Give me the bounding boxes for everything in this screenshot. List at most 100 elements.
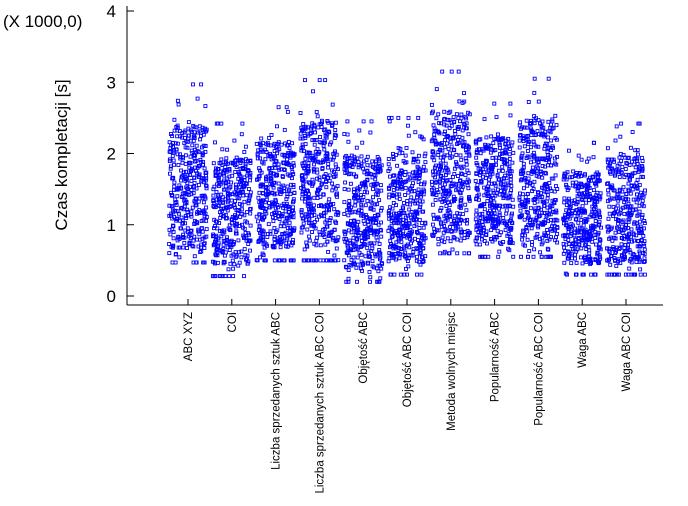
data-point	[389, 230, 394, 235]
data-point	[399, 240, 404, 245]
data-point	[359, 208, 364, 213]
data-point	[562, 196, 567, 201]
data-point	[442, 109, 447, 114]
data-point	[411, 181, 415, 186]
data-point	[285, 226, 290, 231]
data-point	[639, 237, 644, 242]
data-point	[642, 259, 647, 264]
data-point	[622, 155, 627, 160]
data-point	[355, 279, 359, 284]
data-point	[317, 160, 322, 165]
data-point	[271, 154, 276, 159]
data-point	[220, 214, 225, 219]
data-point	[394, 214, 399, 219]
data-point	[500, 164, 505, 169]
data-point	[184, 200, 189, 204]
data-point	[202, 214, 207, 219]
y-tick-label: 1	[107, 216, 116, 235]
data-point	[573, 256, 577, 261]
data-point	[352, 243, 357, 248]
data-point	[229, 221, 234, 226]
data-point	[445, 141, 450, 146]
data-point	[412, 224, 417, 229]
data-point	[260, 202, 265, 207]
data-point	[214, 190, 219, 194]
data-point	[375, 181, 380, 186]
x-tick-label: Popularność ABC	[490, 312, 502, 402]
data-point	[564, 223, 569, 228]
data-point	[342, 187, 347, 192]
data-point	[248, 207, 252, 212]
data-point	[182, 135, 187, 140]
data-point	[237, 260, 242, 265]
data-point	[501, 196, 506, 201]
data-point	[287, 220, 292, 225]
data-point	[172, 128, 177, 133]
data-point	[452, 214, 457, 219]
data-point	[569, 251, 574, 256]
data-point	[290, 141, 295, 146]
data-point	[303, 125, 308, 130]
data-point	[486, 168, 491, 173]
data-point	[545, 210, 550, 215]
data-point	[270, 200, 275, 205]
data-point	[531, 150, 536, 155]
data-point	[605, 246, 610, 251]
data-point	[216, 121, 220, 126]
data-point	[395, 183, 400, 188]
data-point	[478, 170, 482, 175]
data-point	[419, 182, 423, 187]
data-point	[458, 205, 463, 210]
data-point	[185, 209, 190, 214]
data-point	[590, 204, 595, 209]
data-point	[187, 160, 192, 165]
data-point	[257, 166, 262, 171]
data-point	[387, 119, 392, 124]
data-point	[176, 245, 181, 250]
data-point	[321, 192, 326, 197]
data-point	[622, 246, 627, 251]
x-tick-label: ABC XYZ	[183, 312, 195, 361]
data-point	[518, 208, 523, 213]
data-point	[607, 248, 612, 253]
data-point	[336, 235, 341, 240]
data-point	[175, 194, 180, 199]
data-point	[455, 251, 460, 256]
data-points	[167, 69, 647, 284]
data-point	[478, 179, 483, 183]
data-point	[346, 213, 351, 218]
data-point	[434, 116, 439, 121]
data-point	[359, 235, 364, 240]
data-point	[357, 187, 362, 192]
data-point	[172, 162, 177, 167]
data-point	[638, 251, 642, 256]
data-point	[406, 123, 410, 128]
data-point	[169, 143, 174, 148]
data-point	[587, 248, 592, 253]
data-point	[229, 198, 234, 203]
data-point	[192, 199, 197, 204]
data-point	[525, 183, 530, 188]
data-point	[167, 251, 172, 256]
data-point	[277, 187, 282, 192]
data-point	[366, 172, 371, 177]
data-point	[519, 254, 523, 259]
data-point	[436, 171, 440, 176]
data-point	[216, 184, 221, 189]
data-point	[317, 177, 322, 182]
data-point	[397, 227, 402, 232]
data-point	[312, 162, 317, 167]
data-point	[334, 133, 339, 138]
data-point	[213, 205, 218, 210]
data-point	[335, 212, 340, 217]
data-point	[436, 152, 441, 157]
data-point	[439, 224, 444, 229]
data-point	[321, 158, 326, 163]
data-point	[243, 144, 248, 149]
data-point	[430, 182, 435, 187]
data-point	[202, 194, 207, 199]
data-point	[450, 174, 455, 179]
data-point	[378, 251, 383, 256]
data-point	[639, 155, 644, 160]
data-point	[258, 143, 263, 148]
